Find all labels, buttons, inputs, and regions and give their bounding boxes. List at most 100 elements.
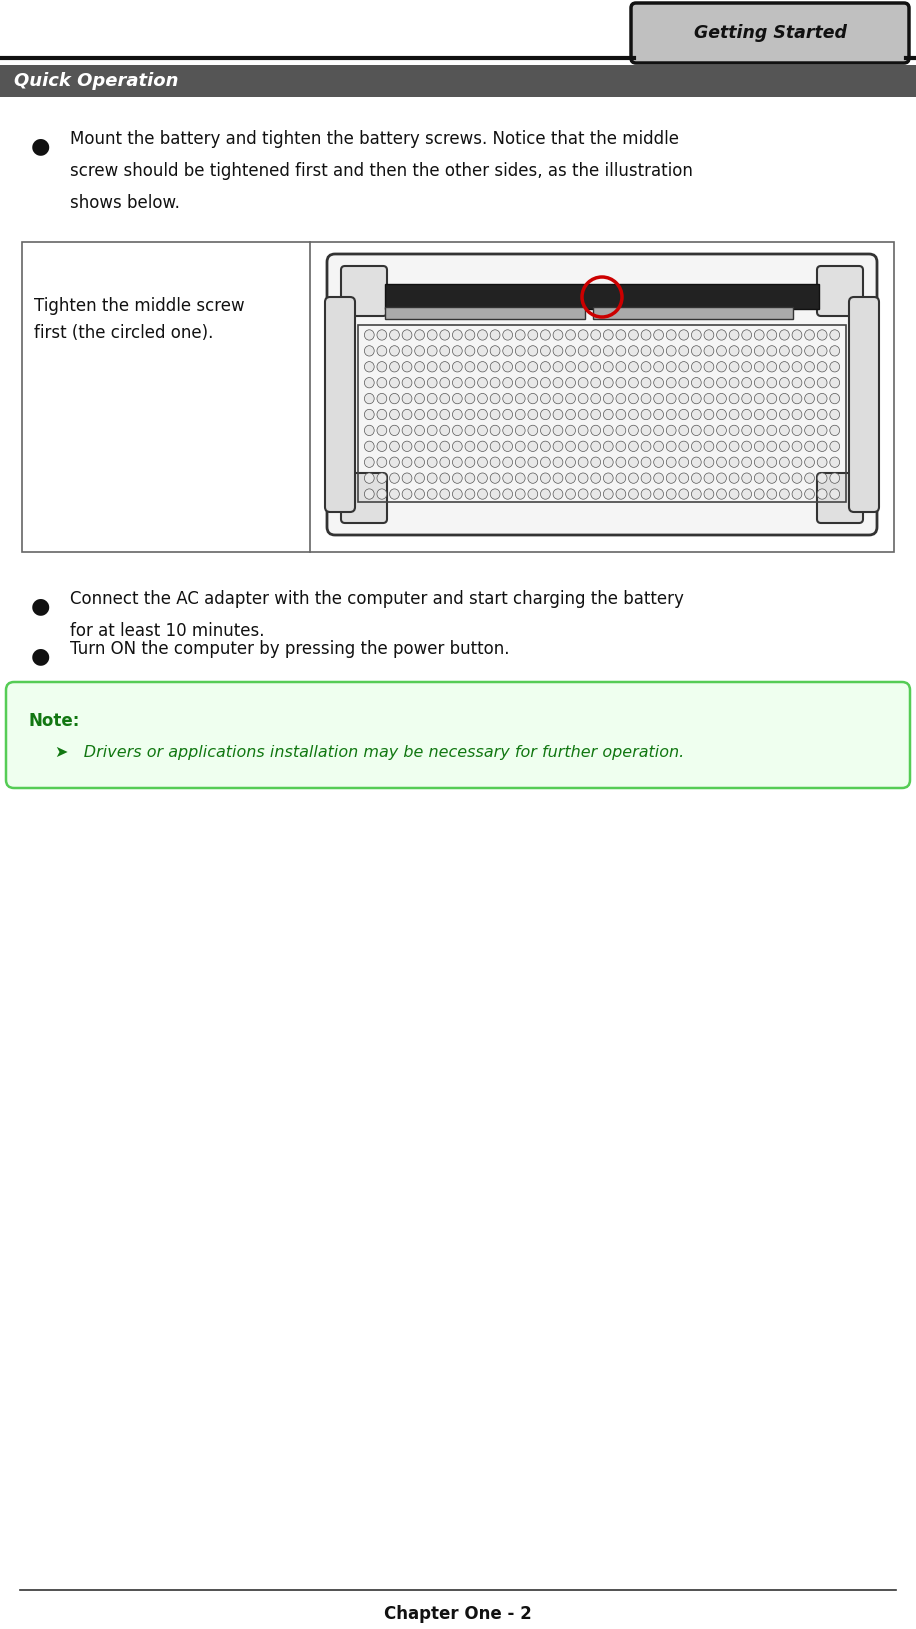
Ellipse shape bbox=[540, 345, 551, 357]
Ellipse shape bbox=[540, 378, 551, 388]
Ellipse shape bbox=[830, 472, 840, 484]
Ellipse shape bbox=[516, 345, 525, 357]
Ellipse shape bbox=[528, 394, 538, 404]
Ellipse shape bbox=[453, 472, 463, 484]
Ellipse shape bbox=[755, 489, 764, 498]
Ellipse shape bbox=[578, 489, 588, 498]
Text: Connect the AC adapter with the computer and start charging the battery: Connect the AC adapter with the computer… bbox=[70, 590, 684, 608]
Ellipse shape bbox=[817, 472, 827, 484]
Ellipse shape bbox=[402, 378, 412, 388]
Ellipse shape bbox=[591, 345, 601, 357]
Ellipse shape bbox=[440, 458, 450, 468]
Ellipse shape bbox=[453, 441, 463, 451]
Ellipse shape bbox=[516, 409, 525, 420]
Ellipse shape bbox=[566, 329, 575, 340]
Ellipse shape bbox=[704, 441, 714, 451]
Ellipse shape bbox=[465, 441, 474, 451]
Ellipse shape bbox=[377, 394, 387, 404]
Ellipse shape bbox=[767, 425, 777, 435]
Ellipse shape bbox=[365, 472, 375, 484]
Ellipse shape bbox=[704, 362, 714, 371]
Ellipse shape bbox=[402, 425, 412, 435]
Ellipse shape bbox=[440, 378, 450, 388]
Ellipse shape bbox=[729, 441, 739, 451]
Ellipse shape bbox=[742, 472, 751, 484]
Ellipse shape bbox=[716, 472, 726, 484]
Ellipse shape bbox=[578, 394, 588, 404]
Ellipse shape bbox=[704, 409, 714, 420]
Ellipse shape bbox=[540, 362, 551, 371]
Ellipse shape bbox=[604, 345, 613, 357]
Ellipse shape bbox=[365, 378, 375, 388]
Ellipse shape bbox=[365, 489, 375, 498]
Ellipse shape bbox=[804, 472, 814, 484]
Text: Mount the battery and tighten the battery screws. Notice that the middle: Mount the battery and tighten the batter… bbox=[70, 130, 679, 148]
Ellipse shape bbox=[628, 489, 638, 498]
Ellipse shape bbox=[792, 472, 802, 484]
Ellipse shape bbox=[767, 489, 777, 498]
Text: for at least 10 minutes.: for at least 10 minutes. bbox=[70, 622, 265, 640]
Ellipse shape bbox=[453, 425, 463, 435]
Text: ●: ● bbox=[30, 596, 49, 616]
Ellipse shape bbox=[453, 489, 463, 498]
Ellipse shape bbox=[654, 362, 663, 371]
Ellipse shape bbox=[666, 472, 676, 484]
Ellipse shape bbox=[704, 425, 714, 435]
Ellipse shape bbox=[477, 345, 487, 357]
Ellipse shape bbox=[641, 489, 651, 498]
Ellipse shape bbox=[679, 425, 689, 435]
Ellipse shape bbox=[780, 409, 790, 420]
Ellipse shape bbox=[415, 409, 424, 420]
Ellipse shape bbox=[440, 489, 450, 498]
Ellipse shape bbox=[377, 345, 387, 357]
Ellipse shape bbox=[528, 378, 538, 388]
Ellipse shape bbox=[704, 394, 714, 404]
FancyBboxPatch shape bbox=[849, 296, 879, 512]
Ellipse shape bbox=[453, 378, 463, 388]
Ellipse shape bbox=[540, 441, 551, 451]
Ellipse shape bbox=[566, 362, 575, 371]
Ellipse shape bbox=[402, 441, 412, 451]
Ellipse shape bbox=[830, 378, 840, 388]
Ellipse shape bbox=[729, 362, 739, 371]
Ellipse shape bbox=[490, 394, 500, 404]
Ellipse shape bbox=[641, 409, 651, 420]
Ellipse shape bbox=[453, 329, 463, 340]
Bar bbox=[385, 283, 819, 310]
Ellipse shape bbox=[578, 425, 588, 435]
Ellipse shape bbox=[516, 441, 525, 451]
Ellipse shape bbox=[365, 441, 375, 451]
Ellipse shape bbox=[477, 441, 487, 451]
Ellipse shape bbox=[516, 425, 525, 435]
Ellipse shape bbox=[780, 394, 790, 404]
Ellipse shape bbox=[566, 472, 575, 484]
Ellipse shape bbox=[402, 362, 412, 371]
Ellipse shape bbox=[742, 489, 751, 498]
Ellipse shape bbox=[528, 345, 538, 357]
Ellipse shape bbox=[402, 394, 412, 404]
Ellipse shape bbox=[755, 425, 764, 435]
Ellipse shape bbox=[503, 378, 513, 388]
Ellipse shape bbox=[804, 425, 814, 435]
Ellipse shape bbox=[591, 472, 601, 484]
Ellipse shape bbox=[528, 441, 538, 451]
Ellipse shape bbox=[604, 441, 613, 451]
Ellipse shape bbox=[716, 489, 726, 498]
Ellipse shape bbox=[389, 329, 399, 340]
Ellipse shape bbox=[477, 394, 487, 404]
Ellipse shape bbox=[792, 425, 802, 435]
Ellipse shape bbox=[516, 472, 525, 484]
Ellipse shape bbox=[490, 362, 500, 371]
Ellipse shape bbox=[755, 458, 764, 468]
Ellipse shape bbox=[716, 425, 726, 435]
Ellipse shape bbox=[755, 394, 764, 404]
Ellipse shape bbox=[742, 378, 751, 388]
Ellipse shape bbox=[817, 425, 827, 435]
Ellipse shape bbox=[427, 345, 437, 357]
Ellipse shape bbox=[490, 409, 500, 420]
Ellipse shape bbox=[503, 489, 513, 498]
Ellipse shape bbox=[654, 472, 663, 484]
Ellipse shape bbox=[415, 394, 424, 404]
Ellipse shape bbox=[578, 458, 588, 468]
Ellipse shape bbox=[767, 362, 777, 371]
